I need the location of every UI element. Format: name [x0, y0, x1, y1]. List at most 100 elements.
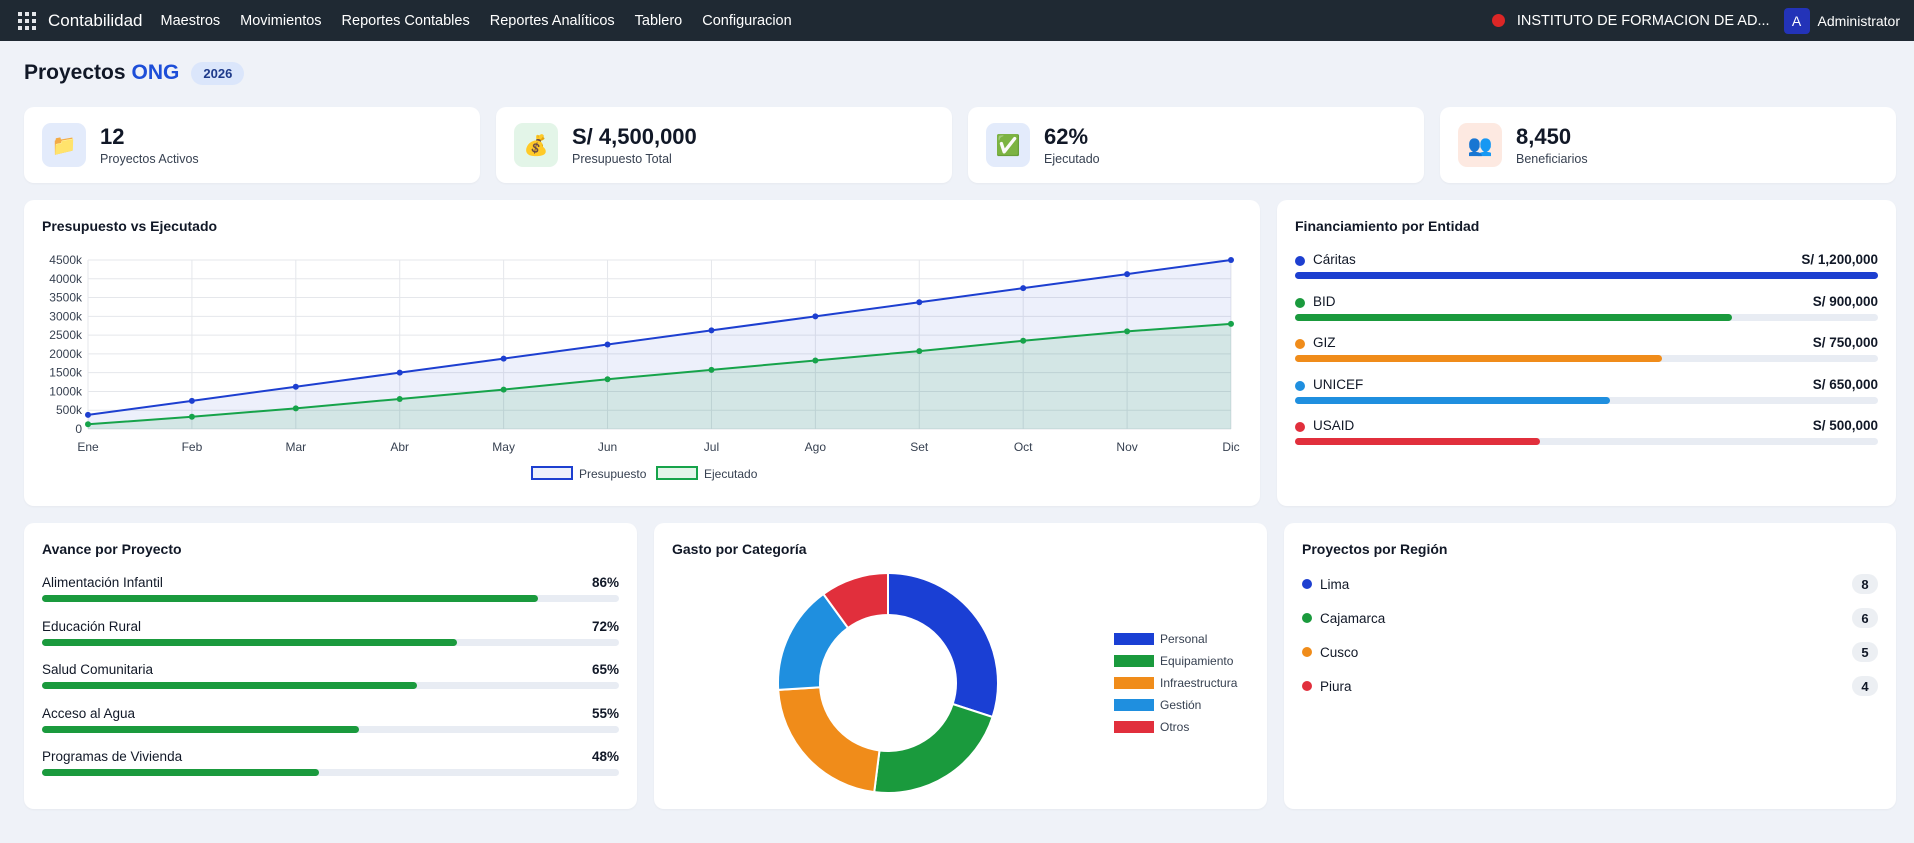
series-line: [87, 322, 1232, 426]
legend-swatch: [1114, 633, 1154, 645]
kpi-card-presupuesto: 💰 S/ 4,500,000 Presupuesto Total: [496, 107, 952, 183]
legend-item: Gestión: [1114, 698, 1201, 712]
y-tick-label: 500k: [56, 403, 83, 417]
nav-movimientos[interactable]: Movimientos: [240, 12, 322, 29]
y-tick-label: 0: [75, 422, 82, 436]
y-tick-label: 3000k: [49, 309, 83, 323]
folder-icon: 📁: [42, 123, 86, 167]
data-point: [708, 366, 715, 373]
legend-item: Equipamiento: [1114, 654, 1233, 668]
funding-bar-fill: [1295, 355, 1663, 362]
page-title-accent: ONG: [131, 61, 180, 84]
y-tick-label: 2000k: [49, 347, 83, 361]
region-row: Cusco 5: [1302, 641, 1878, 663]
project-bar-track: [42, 725, 619, 733]
region-count-badge: 8: [1852, 574, 1878, 594]
top-navbar: Contabilidad Maestros Movimientos Report…: [0, 0, 1914, 41]
project-percent: 55%: [591, 705, 619, 721]
region-dot: [1302, 579, 1312, 589]
user-menu[interactable]: Administrator: [1817, 12, 1900, 29]
funding-bar-track: [1295, 438, 1878, 445]
kpi-label: Beneficiarios: [1516, 152, 1588, 166]
series-area: [88, 260, 1231, 429]
apps-grid-icon[interactable]: [18, 11, 36, 30]
y-tick-label: 2500k: [49, 328, 83, 342]
legend-label: Infraestructura: [1160, 676, 1238, 690]
spending-card: Gasto por Categoría Personal Equipamiento…: [654, 523, 1267, 809]
kpi-value: 12: [100, 124, 125, 149]
region-name: Cusco: [1320, 644, 1359, 660]
donut-slice: [887, 571, 999, 719]
kpi-label: Proyectos Activos: [100, 152, 199, 166]
company-switcher[interactable]: INSTITUTO DE FORMACION DE AD...: [1516, 12, 1770, 29]
data-point: [916, 348, 923, 355]
x-tick-label: Feb: [182, 440, 203, 454]
nav-tablero[interactable]: Tablero: [634, 12, 683, 29]
nav-maestros[interactable]: Maestros: [160, 12, 221, 29]
app-brand[interactable]: Contabilidad: [48, 10, 143, 30]
project-bar-fill: [42, 595, 539, 602]
data-point: [708, 327, 715, 334]
kpi-card-beneficiarios: 👥 8,450 Beneficiarios: [1440, 107, 1896, 183]
page-title: Proyectos ONG 2026: [24, 61, 245, 85]
legend-swatch: [1114, 699, 1154, 711]
data-point: [292, 383, 299, 390]
regions-card: Proyectos por Región Lima 8 Cajamarca 6 Cusc…: [1284, 523, 1896, 809]
budget-line-chart: 0 500k 1000k 1500k 2000k 2500k 3000k 3500k 4000k…: [49, 253, 1239, 481]
nav-reportes-analiticos[interactable]: Reportes Analíticos: [489, 12, 615, 29]
avatar[interactable]: A: [1783, 7, 1810, 34]
data-point: [500, 355, 507, 362]
project-bar-track: [42, 638, 619, 646]
legend-swatch: [656, 466, 698, 480]
data-point: [1020, 337, 1027, 344]
x-tick-label: Set: [910, 440, 929, 454]
project-bar-track: [42, 595, 619, 602]
legend-swatch: [1114, 655, 1154, 667]
x-tick-label: Dic: [1222, 440, 1239, 454]
funding-row: BID S/ 900,000: [1295, 294, 1878, 334]
funding-amount: S/ 750,000: [1812, 335, 1878, 350]
budget-chart-card: Presupuesto vs Ejecutado 0 500k 1000k 1500k…: [24, 200, 1260, 506]
page-title-main: Proyectos: [24, 61, 126, 84]
card-title: Gasto por Categoría: [672, 541, 807, 557]
project-name: Alimentación Infantil: [42, 575, 163, 590]
funding-row: GIZ S/ 750,000: [1295, 335, 1878, 375]
x-tick-label: Ene: [77, 440, 99, 454]
x-tick-label: Jul: [704, 440, 719, 454]
project-bar-track: [42, 769, 619, 776]
funding-name: USAID: [1313, 418, 1355, 433]
funding-dot: [1295, 297, 1305, 308]
legend-swatch: [1114, 677, 1154, 689]
funding-dot: [1295, 339, 1305, 349]
funding-amount: S/ 650,000: [1812, 376, 1878, 392]
funding-amount: S/ 1,200,000: [1801, 252, 1878, 267]
nav-configuracion[interactable]: Configuracion: [702, 12, 792, 29]
legend-swatch: [531, 466, 573, 480]
data-point: [396, 395, 403, 402]
nav-reportes-contables[interactable]: Reportes Contables: [341, 12, 470, 29]
kpi-value: 8,450: [1516, 124, 1572, 149]
x-tick-label: Abr: [390, 440, 409, 454]
card-title: Avance por Proyecto: [42, 541, 182, 557]
project-bar-fill: [42, 769, 319, 776]
region-row: Piura 4: [1302, 675, 1878, 697]
data-point: [812, 357, 819, 364]
funding-amount: S/ 500,000: [1812, 418, 1878, 433]
kpi-value: S/ 4,500,000: [572, 124, 697, 149]
project-progress-row: Programas de Vivienda 48%: [42, 749, 619, 789]
data-point: [292, 405, 299, 412]
data-point: [604, 341, 611, 348]
card-title: Proyectos por Región: [1302, 541, 1448, 557]
project-progress-row: Acceso al Agua 55%: [42, 706, 619, 746]
legend-label: Equipamiento: [1160, 654, 1234, 668]
funding-name: UNICEF: [1313, 376, 1364, 392]
legend-swatch: [1114, 721, 1154, 733]
data-point: [916, 299, 923, 306]
funding-dot: [1295, 422, 1305, 432]
x-tick-label: Jun: [598, 440, 617, 454]
funding-name: Cáritas: [1313, 252, 1356, 267]
funding-card: Financiamiento por Entidad Cáritas S/ 1,2…: [1277, 200, 1896, 506]
kpi-label: Presupuesto Total: [572, 152, 672, 166]
project-progress-row: Salud Comunitaria 65%: [42, 662, 619, 702]
data-point: [85, 421, 91, 428]
